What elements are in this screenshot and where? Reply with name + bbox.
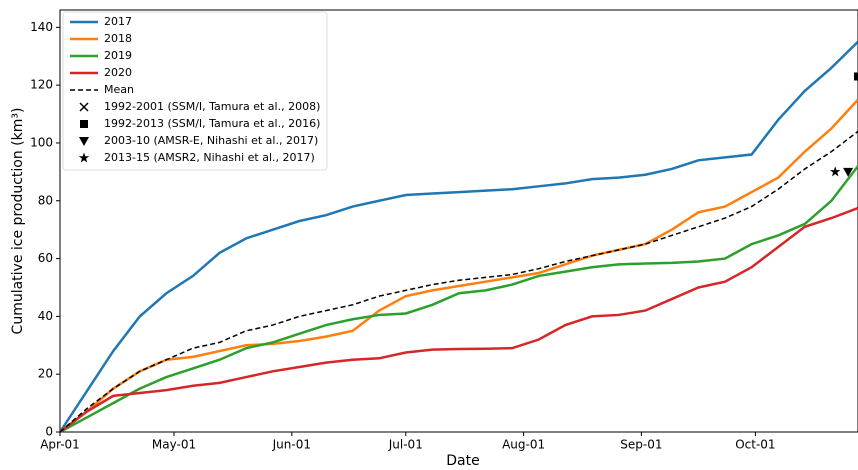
y-tick-label: 20	[38, 367, 53, 381]
y-tick-label: 60	[38, 251, 53, 265]
y-tick-label: 120	[30, 78, 53, 92]
y-tick-label: 140	[30, 20, 53, 34]
marker-point	[854, 72, 858, 81]
legend-marker	[80, 120, 88, 128]
legend-label: 1992-2001 (SSM/I, Tamura et al., 2008)	[104, 100, 320, 113]
legend-label: 2018	[104, 32, 132, 45]
legend-label: 1992-2013 (SSM/I, Tamura et al., 2016)	[104, 117, 320, 130]
marker-point	[843, 167, 854, 177]
y-tick-label: 100	[30, 135, 53, 149]
y-axis-label: Cumulative ice production (km³)	[10, 108, 26, 335]
marker-point	[829, 166, 841, 177]
legend-marker	[79, 137, 89, 146]
line	[59, 206, 858, 433]
line	[58, 40, 858, 433]
legend-label: 2020	[104, 66, 132, 79]
legend-label: 2013-15 (AMSR2, Nihashi et al., 2017)	[104, 151, 315, 164]
x-tick-label: Jul-01	[388, 438, 423, 452]
y-tick-label: 0	[45, 425, 53, 439]
legend-marker	[78, 152, 90, 163]
legend-label: 2017	[104, 15, 132, 28]
line	[59, 165, 858, 434]
x-tick-label: Jun-01	[272, 438, 311, 452]
x-tick-label: Oct-01	[735, 438, 775, 452]
legend-label: 2003-10 (AMSR-E, Nihashi et al., 2017)	[104, 134, 318, 147]
legend-label: 2019	[104, 49, 132, 62]
legend-label: Mean	[104, 83, 134, 96]
x-axis-label: Date	[446, 453, 479, 469]
y-tick-label: 40	[38, 309, 53, 323]
x-tick-label: Apr-01	[40, 438, 80, 452]
legend-marker	[79, 102, 89, 112]
line	[59, 130, 858, 433]
y-tick-label: 80	[38, 193, 53, 207]
line	[59, 98, 858, 433]
x-tick-label: Sep-01	[620, 438, 662, 452]
legend-box	[62, 11, 328, 171]
x-tick-label: May-01	[152, 438, 196, 452]
plot-frame	[59, 9, 858, 433]
x-tick-label: Aug-01	[502, 438, 545, 452]
